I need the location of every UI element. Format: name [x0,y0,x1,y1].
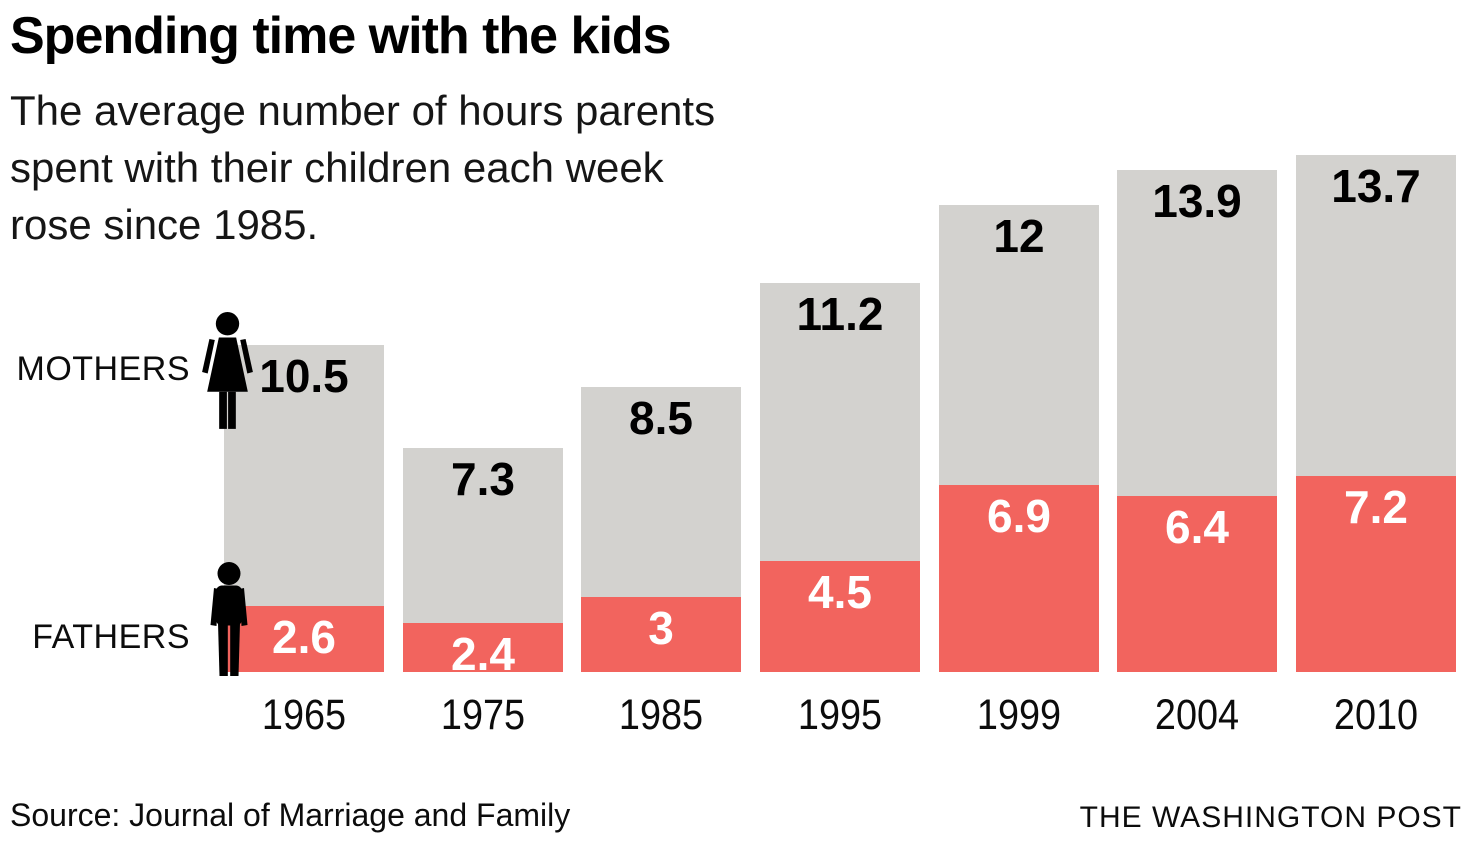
publisher-credit: THE WASHINGTON POST [1079,801,1462,834]
source-credit: Source: Journal of Marriage and Family [10,797,571,833]
mothers-value-label: 10.5 [259,350,349,402]
fathers-value-label: 2.6 [272,611,336,663]
mothers-value-label: 8.5 [629,392,693,444]
fathers-value-label: 4.5 [808,566,872,618]
fathers-value-label: 6.4 [1165,501,1229,553]
fathers-value-label: 3 [648,602,674,654]
x-axis-tick-label: 1965 [261,691,347,739]
mothers-row-label: MOTHERS [16,350,190,388]
fathers-bar [1117,496,1277,672]
x-axis-tick-label: 1975 [440,691,526,739]
x-axis-tick-label: 1999 [976,691,1062,739]
fathers-bar [224,606,384,672]
fathers-bar [939,485,1099,672]
fathers-value-label: 2.4 [451,628,515,680]
fathers-bar [403,623,563,672]
chart-title: Spending time with the kids [10,7,672,65]
subtitle-line: rose since 1985. [10,201,319,248]
chart-subtitle: The average number of hours parents spen… [10,82,715,253]
mothers-value-label: 13.9 [1152,175,1242,227]
woman-icon [202,312,253,429]
subtitle-line: spent with their children each week [10,144,664,191]
mothers-value-label: 7.3 [451,453,515,505]
x-axis-tick-label: 2010 [1333,691,1419,739]
subtitle-line: The average number of hours parents [10,87,716,134]
fathers-row-label: FATHERS [32,618,190,656]
fathers-bar [1296,476,1456,672]
x-axis-tick-label: 1995 [797,691,883,739]
mothers-value-label: 13.7 [1331,160,1421,212]
fathers-bar [581,597,741,672]
mothers-value-label: 11.2 [796,288,884,340]
fathers-value-label: 6.9 [987,490,1051,542]
x-axis-tick-label: 2004 [1154,691,1240,739]
man-icon [210,562,248,676]
fathers-bar [760,561,920,672]
fathers-value-label: 7.2 [1344,481,1408,533]
x-axis-tick-label: 1985 [618,691,704,739]
mothers-value-label: 12 [993,210,1045,262]
